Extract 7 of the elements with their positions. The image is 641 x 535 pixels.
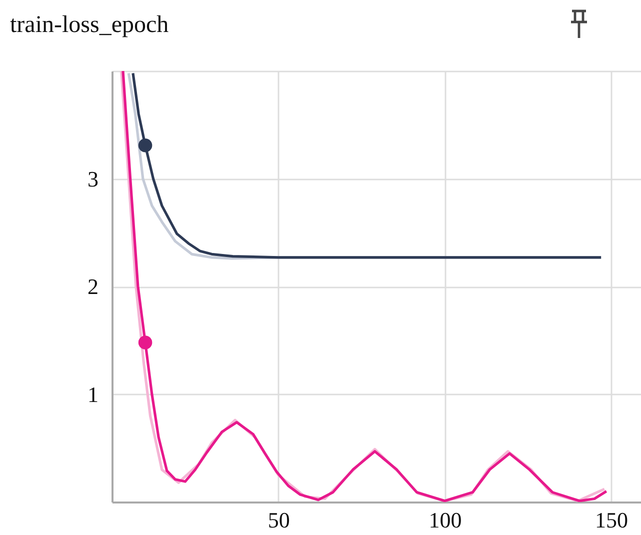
x-tick-label: 100 <box>428 508 462 532</box>
y-tick-label: 3 <box>88 166 98 192</box>
y-tick-label: 2 <box>88 274 98 299</box>
y-tick-label: 1 <box>88 382 98 407</box>
chart-title: train-loss_epoch <box>10 12 169 38</box>
x-tick-label: 150 <box>595 508 628 532</box>
x-tick-label: 50 <box>268 508 290 532</box>
